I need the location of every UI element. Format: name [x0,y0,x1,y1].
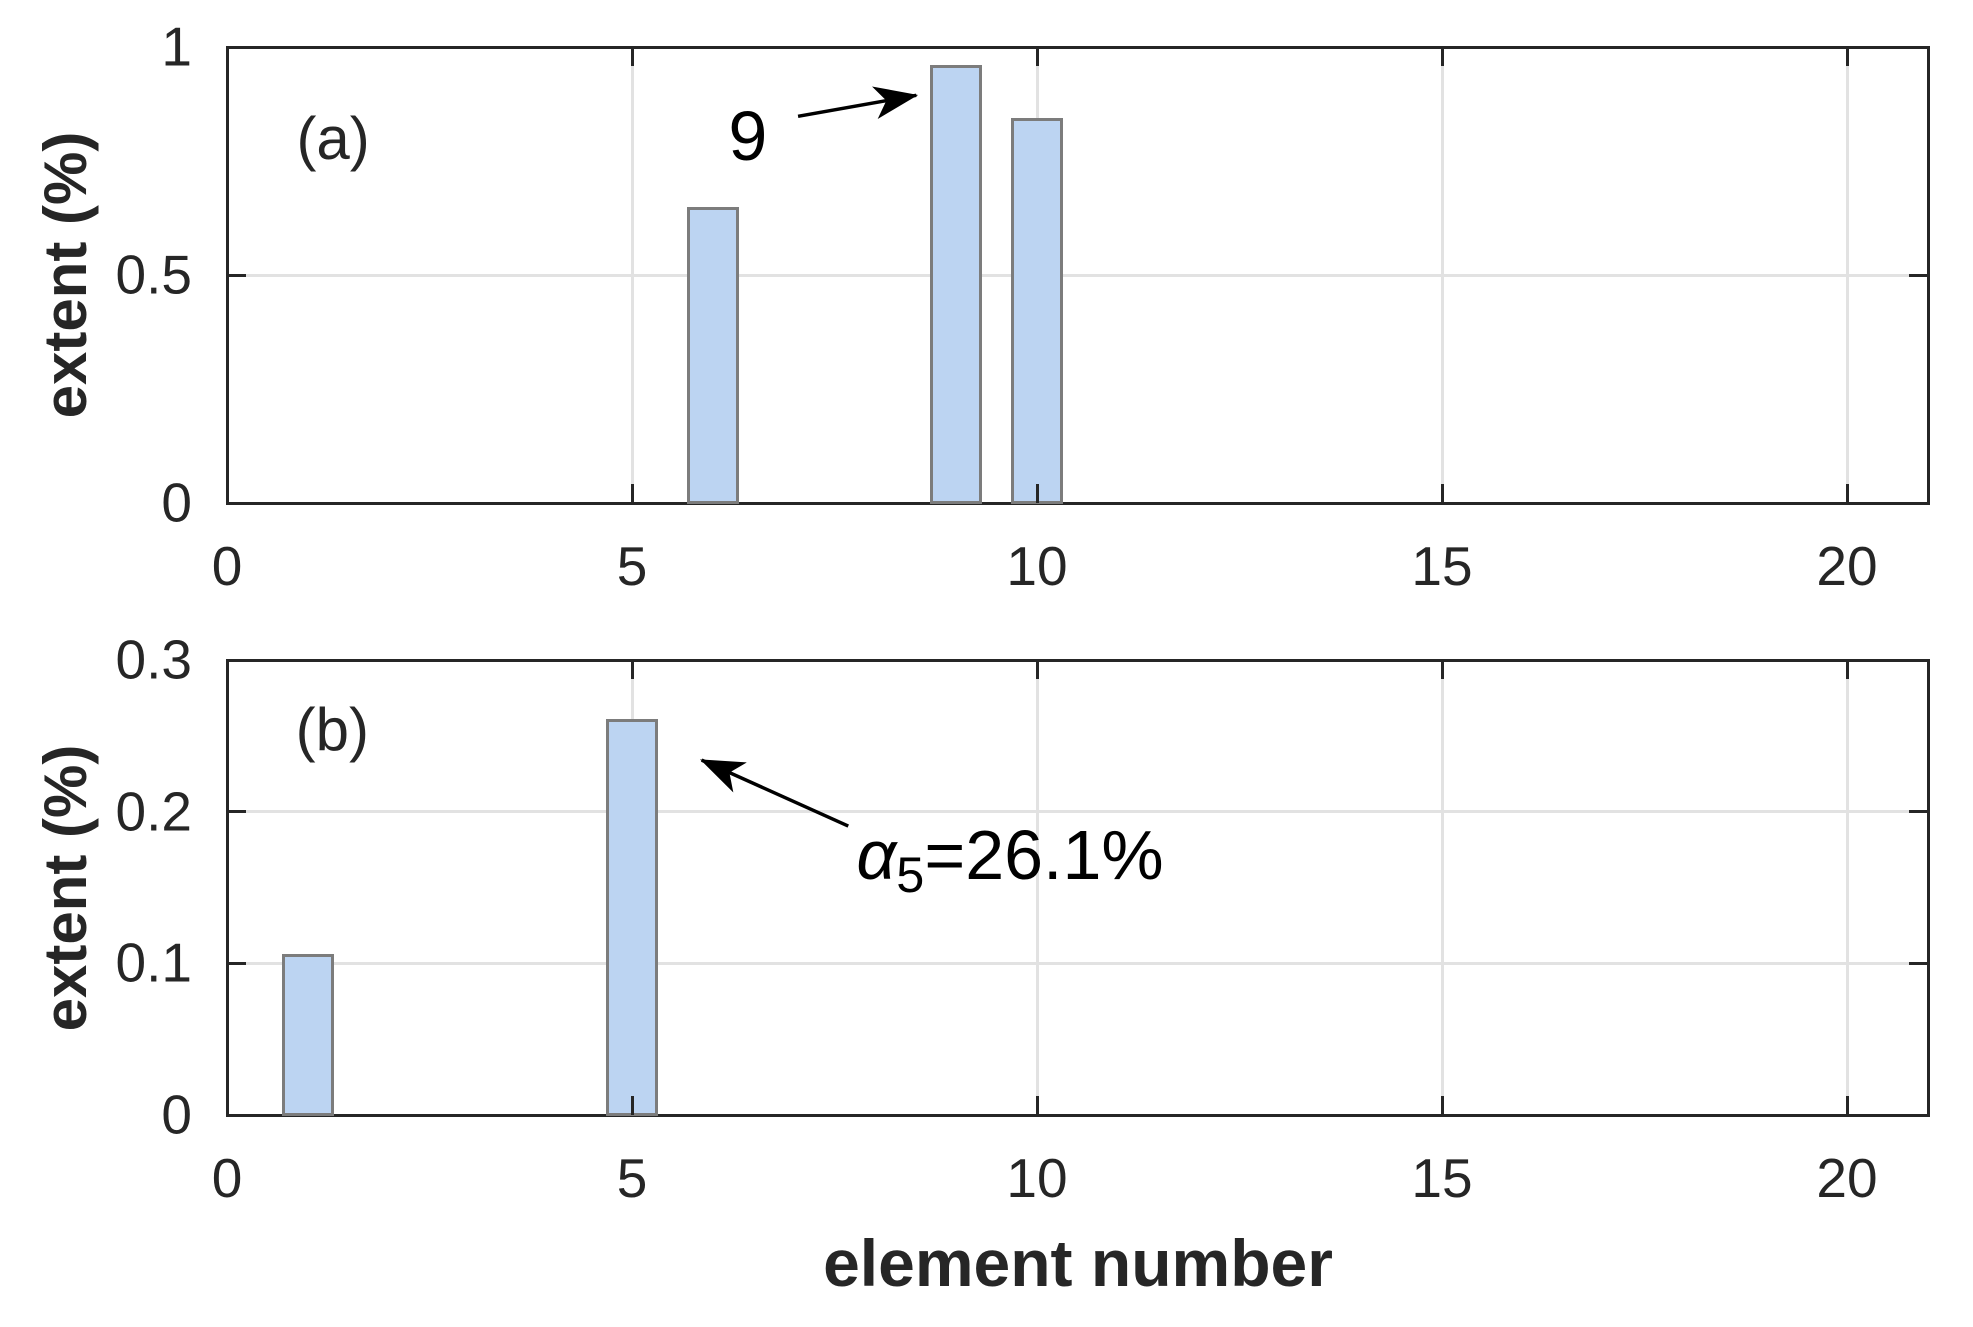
y-tick-label: 1 [161,15,192,78]
panel-label-b: (b) [295,695,369,763]
x-tick-mark [1845,484,1849,503]
x-tick-label: 0 [211,535,243,597]
x-tick-mark [225,1096,229,1115]
annotation-value: =26.1% [924,815,1164,894]
y-tick-mark [227,1113,246,1117]
x-tick-mark [225,484,229,503]
gridline-vertical [1845,660,1849,1115]
annotation-text: 9 [728,96,768,175]
x-tick-label: 20 [1816,535,1878,597]
x-tick-label: 10 [1006,1147,1068,1209]
x-tick-mark [1440,484,1444,503]
x-tick-label: 0 [211,1147,243,1209]
y-tick-mark [227,810,246,814]
plot-box-a [225,45,1930,505]
alpha-symbol: α [856,815,897,894]
bar [1010,117,1064,505]
panel-label-a: (a) [296,105,370,173]
y-tick-mark [1909,1113,1928,1117]
y-tick-label: 0.1 [115,931,192,994]
x-tick-mark [1440,660,1444,679]
y-tick-mark [1909,658,1928,662]
y-tick-label: 0 [161,1083,192,1146]
x-tick-mark [630,1096,634,1115]
gridline-horizontal [227,961,1928,965]
x-tick-mark [1440,47,1444,66]
bar [605,719,659,1117]
x-tick-mark [225,660,229,679]
bar [281,954,335,1117]
y-tick-label: 0.3 [115,628,192,691]
x-tick-mark [1845,1096,1849,1115]
y-tick-mark [227,501,246,505]
y-tick-label: 0 [161,471,192,534]
x-tick-label: 15 [1411,1147,1473,1209]
x-tick-mark [1035,1096,1039,1115]
gridline-horizontal [227,273,1928,277]
x-tick-mark [630,660,634,679]
x-tick-mark [1845,47,1849,66]
x-tick-mark [1845,660,1849,679]
x-tick-mark [1440,1096,1444,1115]
x-tick-mark [630,47,634,66]
y-tick-mark [227,961,246,965]
plot-box-b [225,658,1930,1117]
subscript: 5 [896,846,925,904]
y-tick-label: 0.5 [115,243,192,306]
y-tick-mark [1909,501,1928,505]
annotation-text: α5=26.1% [856,820,1163,901]
x-tick-mark [225,47,229,66]
y-tick-mark [1909,961,1928,965]
bar [929,65,983,505]
x-tick-label: 15 [1411,535,1473,597]
y-tick-mark [227,45,246,49]
gridline-vertical [1440,660,1444,1115]
y-tick-mark [1909,273,1928,277]
x-tick-label: 10 [1006,535,1068,597]
x-tick-mark [1035,47,1039,66]
y-tick-mark [1909,810,1928,814]
x-tick-mark [630,484,634,503]
gridline-vertical [1035,660,1039,1115]
y-tick-mark [1909,45,1928,49]
x-axis-label: element number [823,1226,1333,1300]
bar [686,206,740,505]
y-tick-mark [227,273,246,277]
y-tick-mark [227,658,246,662]
x-tick-label: 20 [1816,1147,1878,1209]
gridline-horizontal [227,810,1928,814]
x-tick-mark [1035,660,1039,679]
x-tick-label: 5 [616,535,648,597]
y-tick-label: 0.2 [115,780,192,843]
x-tick-label: 5 [616,1147,648,1209]
x-tick-mark [1035,484,1039,503]
